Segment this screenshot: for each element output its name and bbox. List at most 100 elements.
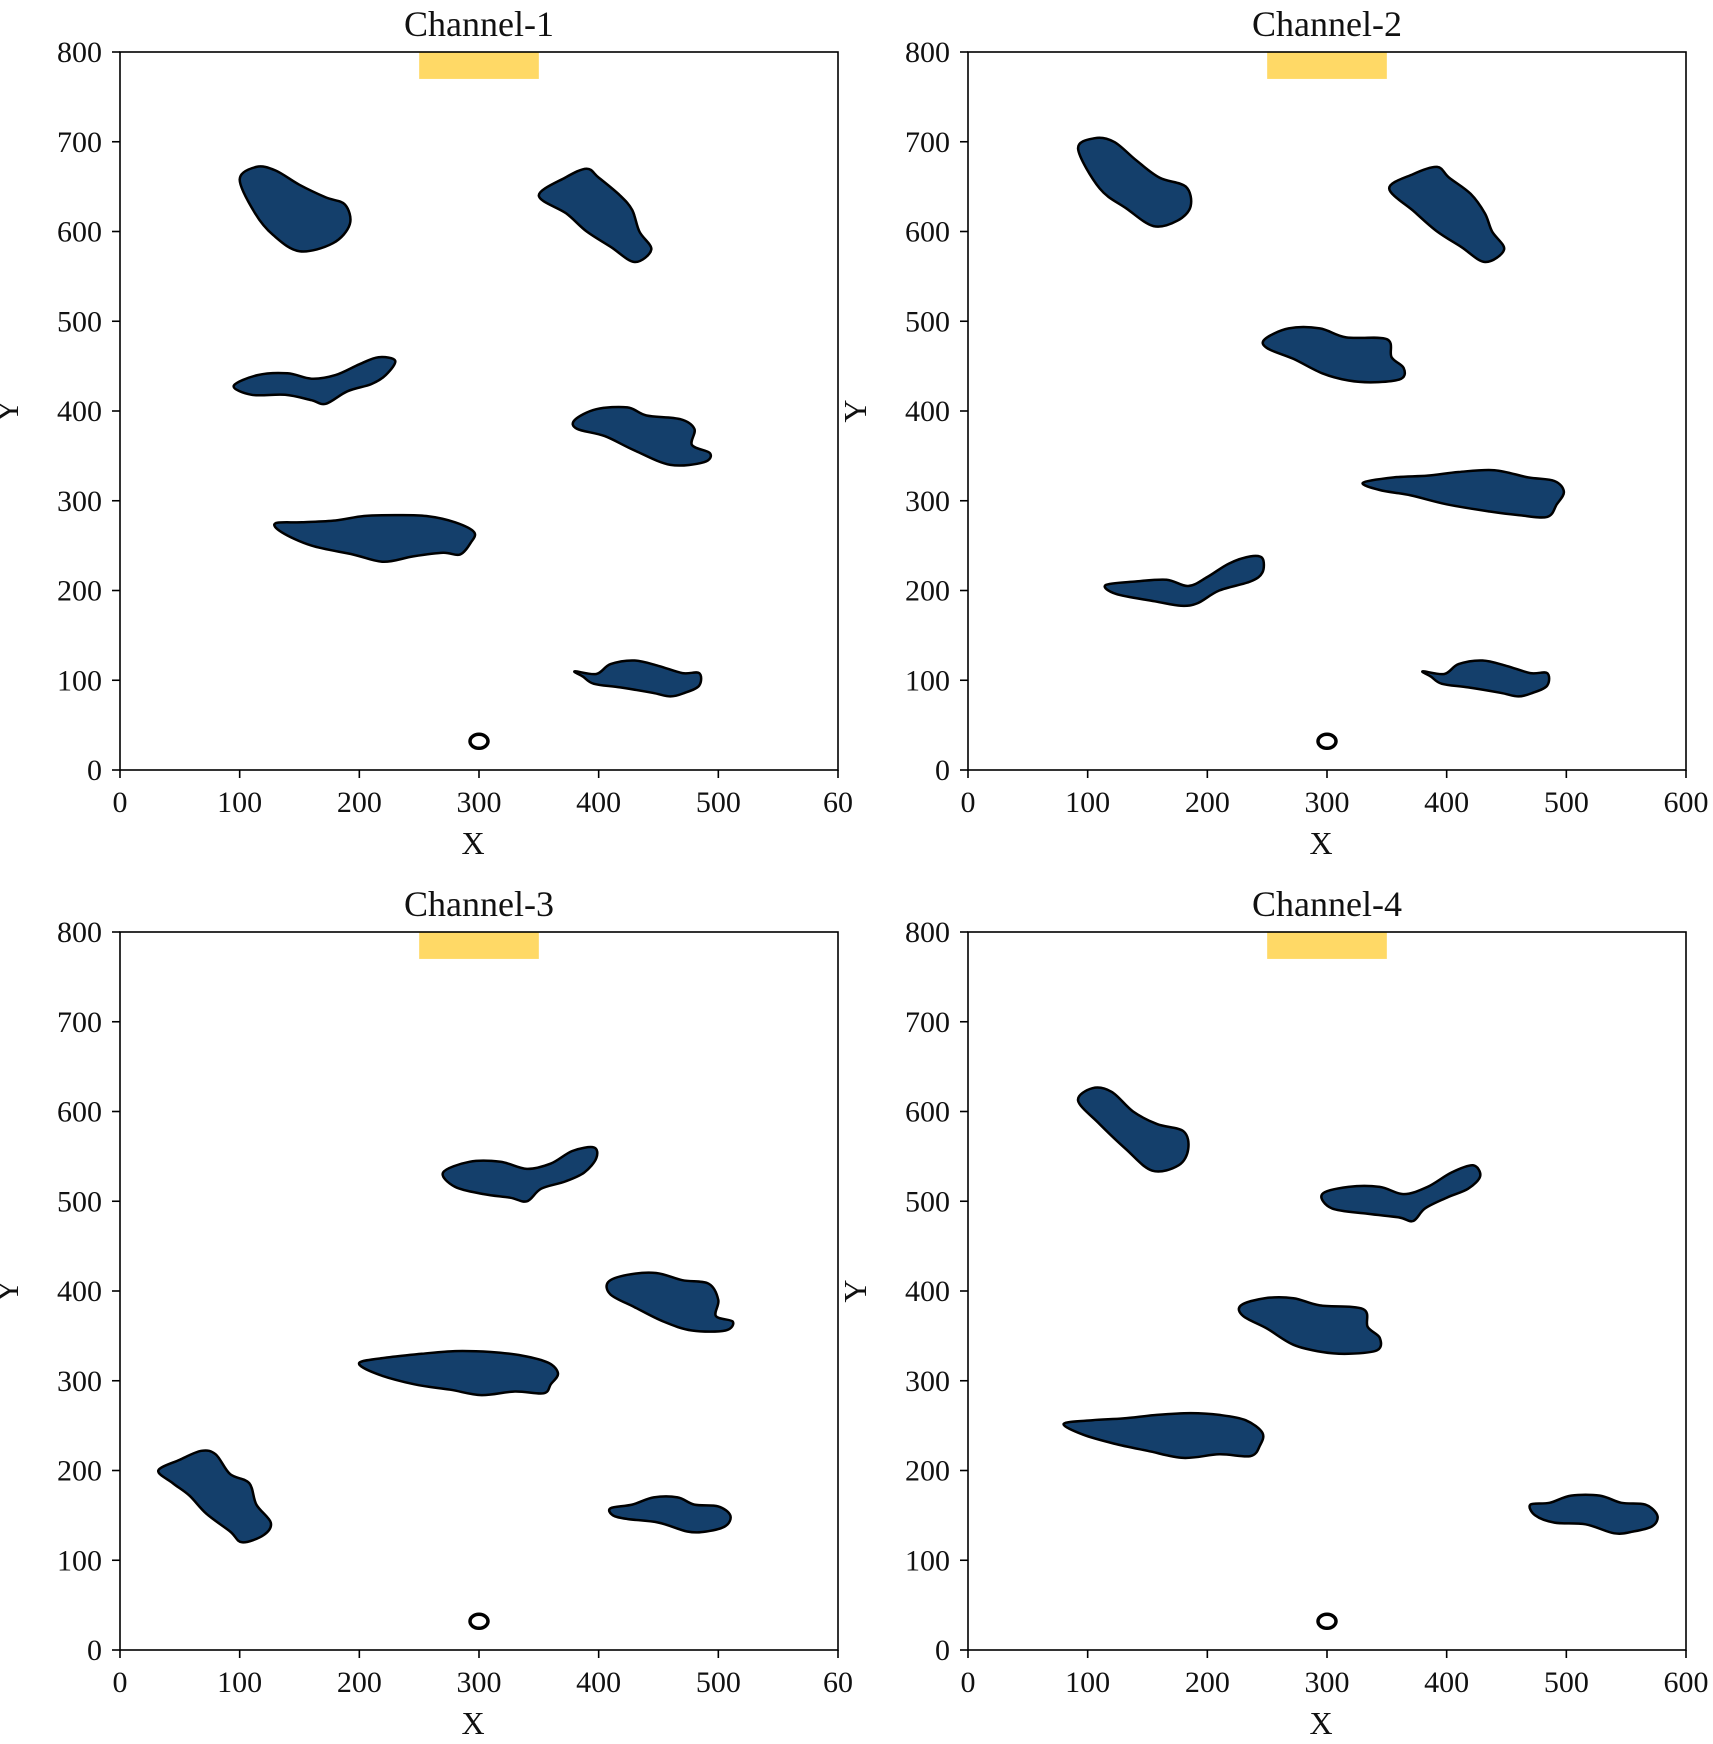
x-tick-label: 100 (1065, 1666, 1110, 1699)
obstacle-6 (1421, 659, 1551, 698)
x-tick-label: 500 (696, 786, 741, 819)
y-tick-label: 100 (57, 664, 102, 697)
obstacle-3 (1237, 1296, 1383, 1356)
y-tick-label: 500 (57, 305, 102, 338)
y-tick-label: 0 (87, 754, 102, 787)
obstacle-5 (1528, 1493, 1659, 1535)
y-tick-label: 800 (905, 36, 950, 69)
x-tick-label: 300 (457, 1666, 502, 1699)
panel-title: Channel-4 (1252, 884, 1402, 924)
obstacle-2 (605, 1271, 735, 1333)
x-axis-label: X (461, 825, 484, 861)
y-tick-label: 600 (905, 1096, 950, 1129)
y-tick-label: 300 (57, 485, 102, 518)
x-tick-label: 0 (113, 786, 128, 819)
obstacle-3 (357, 1349, 560, 1397)
y-tick-label: 700 (57, 126, 102, 159)
x-tick-label: 100 (217, 1666, 262, 1699)
obstacle-6 (573, 659, 703, 698)
x-tick-label: 200 (1185, 786, 1230, 819)
x-tick-label: 100 (1065, 786, 1110, 819)
y-tick-label: 600 (57, 1096, 102, 1129)
panel-title: Channel-3 (404, 884, 554, 924)
x-tick-label: 400 (1424, 1666, 1469, 1699)
y-tick-label: 100 (57, 1544, 102, 1577)
x-tick-label: 200 (337, 1666, 382, 1699)
x-tick-label: 60 (823, 786, 853, 819)
target-zone (1267, 932, 1387, 959)
target-zone (419, 52, 539, 79)
x-axis-label: X (1309, 1705, 1332, 1741)
target-zone (1267, 52, 1387, 79)
plot-area (968, 932, 1686, 1650)
y-tick-label: 800 (57, 916, 102, 949)
obstacle-4 (571, 405, 713, 467)
panel-title: Channel-1 (404, 4, 554, 44)
y-tick-label: 400 (905, 1275, 950, 1308)
y-tick-label: 0 (87, 1634, 102, 1667)
x-tick-label: 600 (1664, 1666, 1709, 1699)
y-tick-label: 700 (57, 1006, 102, 1039)
obstacle-1 (1076, 1086, 1190, 1173)
x-axis-label: X (461, 1705, 484, 1741)
y-tick-label: 500 (905, 305, 950, 338)
y-tick-label: 400 (57, 395, 102, 428)
x-tick-label: 400 (1424, 786, 1469, 819)
y-axis-label: Y (837, 399, 873, 422)
y-tick-label: 800 (57, 36, 102, 69)
obstacle-2 (1320, 1164, 1482, 1223)
x-tick-label: 100 (217, 786, 262, 819)
x-tick-label: 60 (823, 1666, 853, 1699)
y-tick-label: 700 (905, 1006, 950, 1039)
obstacle-4 (157, 1449, 273, 1544)
y-tick-label: 300 (57, 1365, 102, 1398)
x-tick-label: 400 (576, 1666, 621, 1699)
y-tick-label: 200 (905, 575, 950, 608)
start-marker (468, 732, 490, 751)
x-tick-label: 500 (1544, 786, 1589, 819)
plot-area (120, 52, 838, 770)
panels-container: 0 100 200 300 400 500 600100200300400500600700… (0, 4, 1709, 1741)
x-axis-label: X (1309, 825, 1332, 861)
panel-channel-1: 0 100 200 300 400 500 600100200300400500600700… (0, 4, 853, 861)
x-tick-label: 300 (457, 786, 502, 819)
obstacle-5 (273, 513, 477, 564)
x-tick-label: 0 (961, 1666, 976, 1699)
y-tick-label: 400 (905, 395, 950, 428)
obstacle-5 (1103, 554, 1266, 608)
x-tick-label: 200 (337, 786, 382, 819)
x-tick-label: 300 (1305, 1666, 1350, 1699)
plot-content (1062, 932, 1659, 1631)
obstacle-2 (1387, 165, 1506, 264)
y-tick-label: 500 (905, 1185, 950, 1218)
y-tick-label: 100 (905, 664, 950, 697)
y-tick-label: 800 (905, 916, 950, 949)
x-tick-label: 0 (961, 786, 976, 819)
start-marker (468, 1612, 490, 1631)
x-tick-label: 300 (1305, 786, 1350, 819)
obstacle-5 (607, 1495, 732, 1534)
y-tick-label: 500 (57, 1185, 102, 1218)
y-tick-label: 200 (905, 1455, 950, 1488)
y-tick-label: 600 (57, 216, 102, 249)
obstacle-3 (1261, 325, 1407, 384)
x-tick-label: 500 (696, 1666, 741, 1699)
y-axis-label: Y (0, 399, 25, 422)
y-tick-label: 700 (905, 126, 950, 159)
panel-title: Channel-2 (1252, 4, 1402, 44)
y-axis-label: Y (0, 1279, 25, 1302)
obstacle-3 (232, 355, 397, 406)
obstacle-1 (238, 165, 352, 253)
panel-channel-2: 0 100 200 300 400 500 600 0 100 200 300 400 500 600 70… (837, 4, 1709, 861)
obstacle-2 (537, 167, 653, 264)
x-tick-label: 500 (1544, 1666, 1589, 1699)
plot-content (1076, 52, 1566, 751)
y-tick-label: 400 (57, 1275, 102, 1308)
y-tick-label: 200 (57, 1455, 102, 1488)
start-marker (1316, 732, 1338, 751)
x-tick-label: 600 (1664, 786, 1709, 819)
y-tick-label: 200 (57, 575, 102, 608)
y-tick-label: 600 (905, 216, 950, 249)
y-axis-label: Y (837, 1279, 873, 1302)
